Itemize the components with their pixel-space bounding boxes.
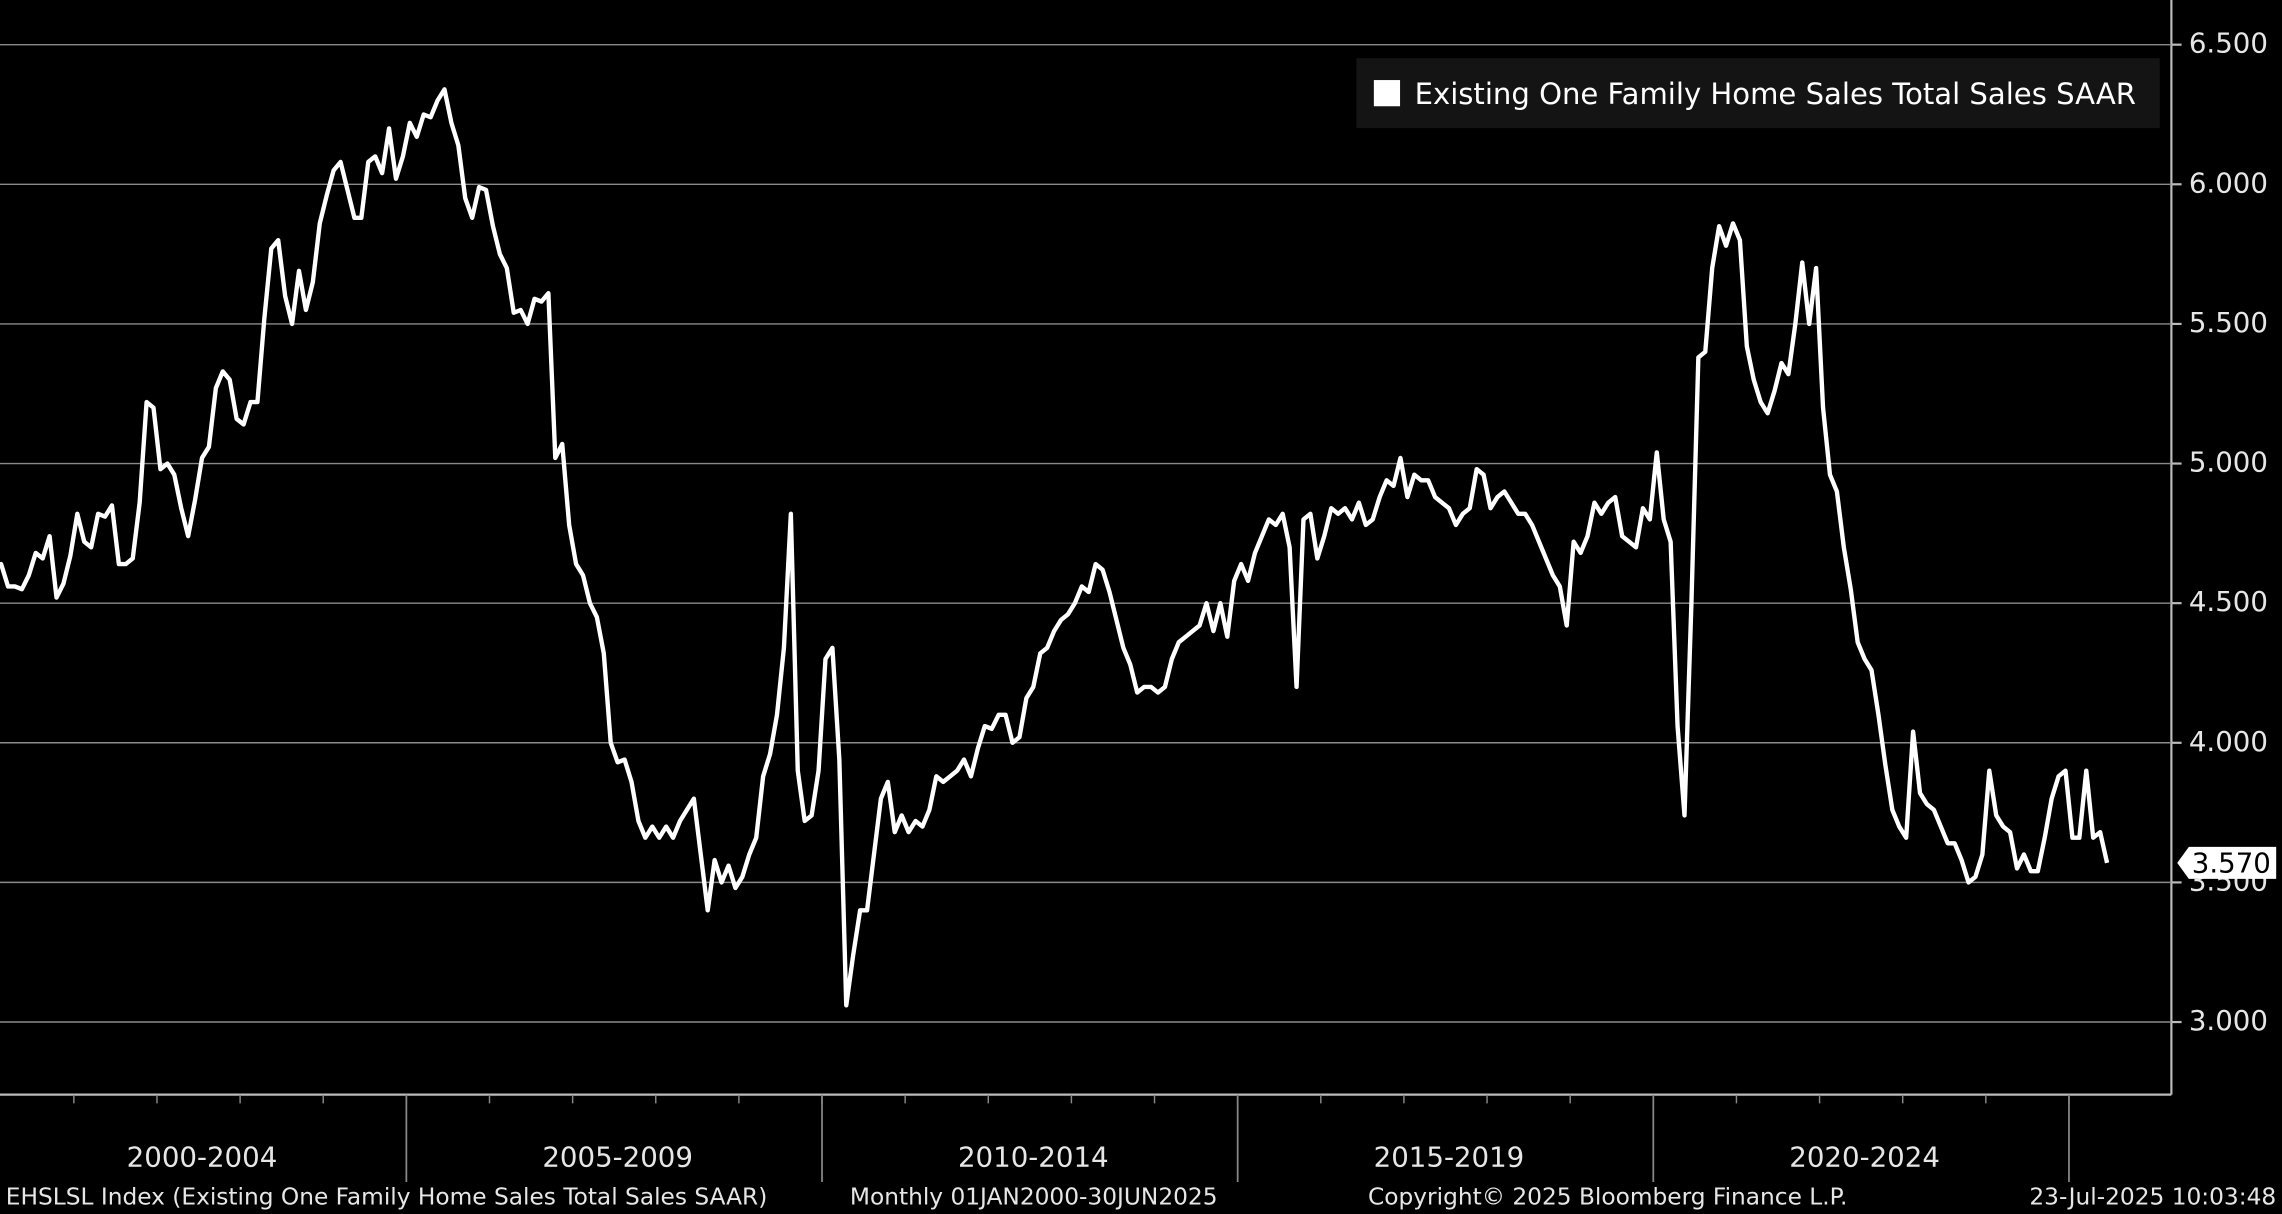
footer-copyright: Copyright© 2025 Bloomberg Finance L.P. xyxy=(1368,1183,1847,1210)
y-tick-label: 4.500 xyxy=(2189,585,2268,618)
last-value-label: 3.570 xyxy=(2192,846,2271,879)
footer-timestamp: 23-Jul-2025 10:03:48 xyxy=(2029,1183,2276,1210)
x-period-label: 2005-2009 xyxy=(542,1141,693,1174)
footer-source: EHSLSL Index (Existing One Family Home S… xyxy=(6,1183,767,1210)
y-tick-label: 6.000 xyxy=(2189,166,2268,199)
footer-period: Monthly 01JAN2000-30JUN2025 xyxy=(850,1183,1218,1210)
x-period-label: 2010-2014 xyxy=(958,1141,1109,1174)
y-tick-label: 4.000 xyxy=(2189,725,2268,758)
legend-label: Existing One Family Home Sales Total Sal… xyxy=(1415,77,2136,111)
y-tick-label: 5.000 xyxy=(2189,446,2268,479)
plot: 3.0003.5004.0004.5005.0005.5006.0006.500… xyxy=(0,0,2277,1182)
y-tick-label: 5.500 xyxy=(2189,306,2268,339)
legend-box xyxy=(1356,58,2160,129)
last-value-box xyxy=(2177,846,2277,879)
y-tick-label: 3.000 xyxy=(2189,1004,2268,1037)
series-line xyxy=(0,87,2110,1008)
x-period-label: 2015-2019 xyxy=(1374,1141,1525,1174)
x-period-label: 2000-2004 xyxy=(127,1141,278,1174)
y-tick-label: 6.500 xyxy=(2189,27,2268,60)
legend-swatch xyxy=(1373,80,1401,107)
x-period-label: 2020-2024 xyxy=(1789,1141,1940,1174)
